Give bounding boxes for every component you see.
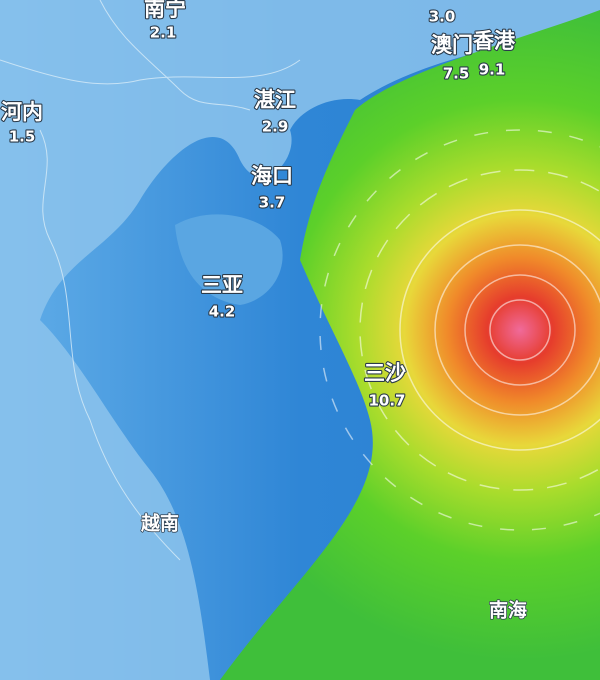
wind-value: 3.0 — [429, 8, 456, 26]
city-name: 三沙 — [364, 361, 406, 385]
wind-value: 4.2 — [209, 303, 236, 321]
city-name: 澳门 — [431, 33, 473, 57]
city-name: 香港 — [473, 29, 516, 53]
borders — [0, 0, 301, 561]
hainan-island — [175, 214, 283, 305]
wind-value: 2.1 — [150, 24, 177, 42]
region-name: 越南 — [140, 512, 179, 535]
wind-value: 2.9 — [262, 118, 289, 136]
city-name: 海口 — [251, 164, 293, 188]
region-name: 南海 — [489, 599, 527, 622]
wind-value: 1.5 — [9, 128, 36, 146]
city-name: 南宁 — [144, 0, 186, 21]
wind-value: 10.7 — [368, 392, 405, 410]
swirl — [319, 129, 600, 531]
wind-value: 3.7 — [259, 194, 286, 212]
wind-value: 7.5 — [443, 65, 470, 83]
city-name: 三亚 — [201, 273, 243, 297]
city-name: 河内 — [1, 100, 43, 124]
storm-field — [220, 10, 600, 680]
city-name: 湛江 — [254, 88, 296, 112]
wind-value: 9.1 — [479, 61, 506, 79]
